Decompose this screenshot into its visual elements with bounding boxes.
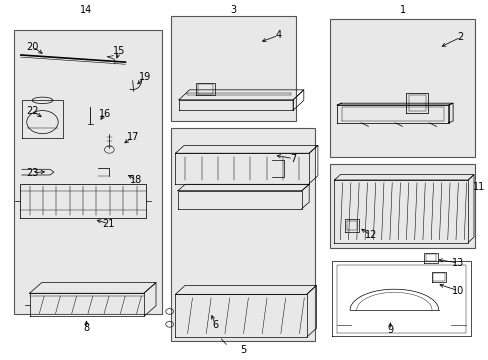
Text: 14: 14 <box>80 5 92 15</box>
Text: 23: 23 <box>26 168 39 178</box>
Text: 15: 15 <box>113 46 125 57</box>
Text: 9: 9 <box>386 325 393 335</box>
Text: 6: 6 <box>212 320 218 330</box>
Text: 7: 7 <box>289 154 296 163</box>
Text: 5: 5 <box>240 345 245 355</box>
Text: 11: 11 <box>472 182 484 192</box>
Text: 4: 4 <box>275 30 281 40</box>
Bar <box>14 30 162 314</box>
Text: 18: 18 <box>130 175 142 185</box>
Text: 16: 16 <box>99 109 111 119</box>
Bar <box>329 164 474 248</box>
Text: 17: 17 <box>126 132 139 142</box>
Text: 13: 13 <box>451 258 464 268</box>
Bar <box>329 19 474 157</box>
Text: 1: 1 <box>399 5 405 15</box>
Text: 12: 12 <box>364 230 376 240</box>
Text: 2: 2 <box>457 32 463 42</box>
Text: 8: 8 <box>83 323 89 333</box>
Text: 19: 19 <box>139 72 151 82</box>
Text: 22: 22 <box>26 106 39 116</box>
Text: 10: 10 <box>451 286 464 296</box>
Text: 20: 20 <box>26 42 39 52</box>
Bar <box>170 16 295 121</box>
Text: 21: 21 <box>102 219 114 229</box>
Bar <box>170 128 315 341</box>
Text: 3: 3 <box>230 5 236 15</box>
